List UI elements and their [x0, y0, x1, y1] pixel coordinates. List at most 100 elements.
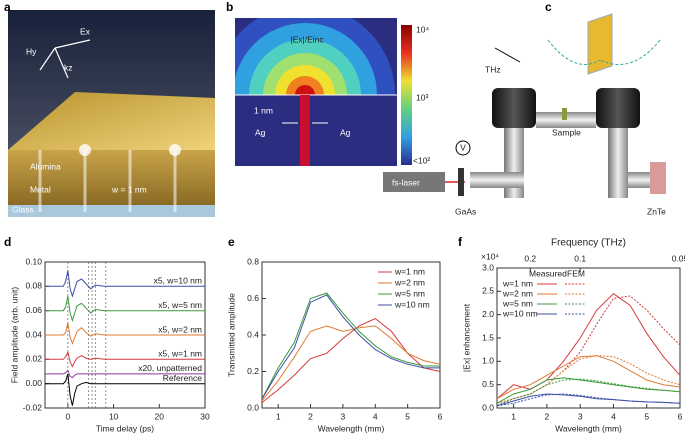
- map-title: |Ex|/Einc: [290, 34, 324, 44]
- y-tick-label: 0.06: [25, 305, 42, 315]
- x-tick-label: 1: [276, 411, 281, 421]
- series-line: [261, 292, 440, 400]
- x-tick-label: 6: [678, 411, 683, 421]
- hotspot: [169, 144, 181, 156]
- glass: [8, 205, 215, 217]
- x-axis-title: Wavelength (mm): [318, 423, 385, 433]
- y-tick-label: 2.5: [482, 286, 494, 296]
- x-axis-title: Time delay (ps): [96, 423, 154, 433]
- legend-label: w=2 nm: [502, 288, 533, 298]
- series-line: [45, 295, 205, 323]
- series-label: x5, w=1 nm: [158, 349, 202, 359]
- y-tick-label: 0.0: [247, 402, 259, 412]
- thz-label: THz: [485, 64, 501, 74]
- x-axis-title: Wavelength (mm): [555, 423, 622, 433]
- x-tick-label: 6: [438, 411, 443, 421]
- x-tick-label: 5: [644, 411, 649, 421]
- x-tick-label: 0: [65, 411, 70, 421]
- beam-arcs: [547, 39, 661, 65]
- legend-label: w=1 nm: [502, 278, 533, 288]
- panel-c: THz Sample fs-laser V GaAs ZnTe: [383, 13, 666, 216]
- y-multiplier: ×10⁴: [481, 251, 499, 261]
- x-tick-label: 10: [109, 411, 119, 421]
- y-tick-label: 1.5: [482, 332, 494, 342]
- x-tick-label: 2: [545, 411, 550, 421]
- metal-front: [8, 150, 215, 205]
- series-line: [45, 322, 205, 345]
- x-tick-label: 3: [578, 411, 583, 421]
- y-tick-label: 0.10: [25, 256, 42, 266]
- mirror-housing: [596, 88, 640, 128]
- x2-tick-label: 0.05: [672, 253, 685, 263]
- hotspot: [79, 144, 91, 156]
- voltmeter: [455, 140, 471, 156]
- layer-label: Metal: [30, 184, 51, 194]
- tube: [628, 172, 650, 188]
- axes-arrows: [39, 39, 91, 79]
- y-tick-label: 2.0: [482, 309, 494, 319]
- y-tick-label: 0.00: [25, 378, 42, 388]
- x-tick-label: 30: [200, 411, 210, 421]
- x-tick-label: 3: [341, 411, 346, 421]
- layer-label: Glass: [12, 204, 34, 214]
- series-line: [496, 293, 681, 400]
- panel-label: a: [4, 0, 11, 14]
- x-tick-label: 2: [308, 411, 313, 421]
- field-label: Hy: [26, 46, 37, 56]
- metal-top: [8, 92, 215, 150]
- gap-label: 1 nm: [254, 105, 273, 115]
- metal-label: Ag: [255, 127, 266, 137]
- legend-label: w=10 nm: [394, 299, 430, 309]
- series-label: x20, unpatterned: [138, 363, 202, 373]
- legend-label: w=5 nm: [502, 298, 533, 308]
- panel-label: e: [228, 235, 235, 249]
- sample: [562, 108, 567, 120]
- y-tick-label: 0.02: [25, 354, 42, 364]
- panel-label: b: [226, 0, 233, 14]
- y-tick-label: 0.08: [25, 281, 42, 291]
- layer-label: Alumina: [30, 161, 61, 171]
- y-axis-title: |Ex| enhancement: [461, 303, 471, 372]
- tube: [608, 128, 628, 198]
- tube: [470, 172, 524, 188]
- legend-label: w=2 nm: [394, 277, 425, 287]
- series-line: [45, 270, 205, 298]
- x-tick-label: 1: [511, 411, 516, 421]
- detector-label: ZnTe: [647, 206, 666, 216]
- y-tick-label: 0.4: [247, 329, 259, 339]
- x-tick-label: 4: [373, 411, 378, 421]
- field-label: kz: [64, 62, 73, 72]
- gap-label: w = 1 nm: [111, 184, 147, 194]
- panel-label: c: [545, 0, 552, 14]
- series-line: [45, 350, 205, 368]
- series-line: [496, 355, 681, 400]
- x-tick-label: 4: [611, 411, 616, 421]
- series-line: [496, 377, 681, 404]
- y-tick-label: 1.0: [482, 356, 494, 366]
- panel-label: d: [4, 235, 11, 249]
- y-tick-label: 0.5: [482, 379, 494, 389]
- y-tick-label: -0.02: [23, 402, 43, 412]
- mirror-housing: [492, 88, 536, 128]
- series-line: [261, 318, 441, 403]
- laser: [383, 172, 445, 192]
- emitter: [458, 168, 464, 196]
- x2-tick-label: 0.1: [574, 253, 586, 263]
- x-tick-label: 20: [155, 411, 165, 421]
- y-tick-label: 0.6: [247, 293, 259, 303]
- y-tick-label: 0.2: [247, 366, 259, 376]
- series-label: Reference: [163, 373, 202, 383]
- panel-label: f: [458, 235, 463, 249]
- legend-label: w=5 nm: [394, 288, 425, 298]
- x-tick-label: 5: [405, 411, 410, 421]
- gap: [300, 95, 310, 166]
- legend-header: Measured: [529, 268, 567, 278]
- legend-label: w=1 nm: [394, 266, 425, 276]
- y-tick-label: 3.0: [482, 262, 494, 272]
- series-line: [45, 369, 205, 379]
- x2-tick-label: 0.2: [524, 253, 536, 263]
- field-label: Ex: [80, 26, 91, 36]
- x2-axis-title: Frequency (THz): [551, 238, 626, 249]
- metal-label: Ag: [340, 127, 351, 137]
